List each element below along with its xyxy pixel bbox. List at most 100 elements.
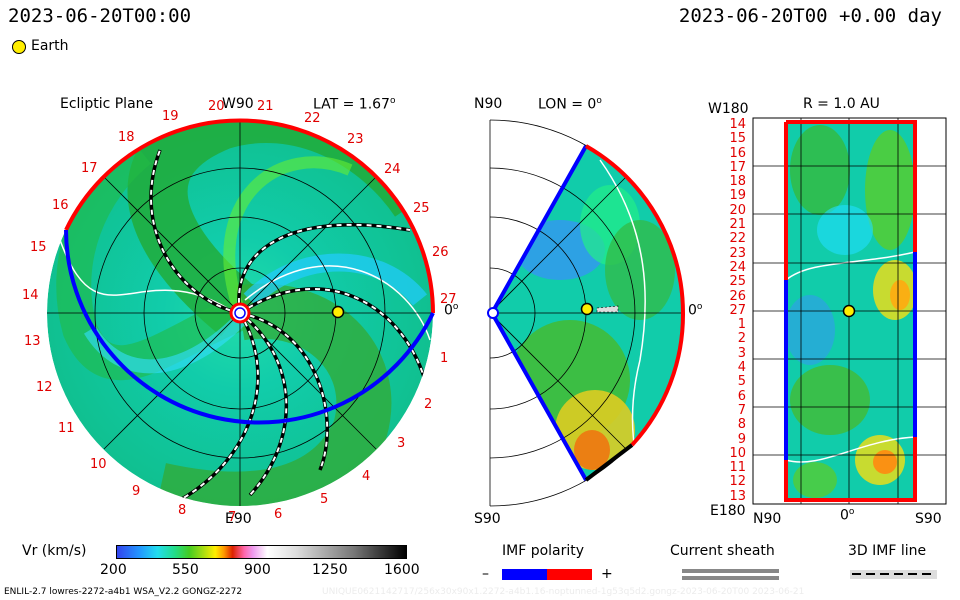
shell-row-label: 26 xyxy=(729,288,746,304)
svg-text:3: 3 xyxy=(397,436,405,451)
svg-text:26: 26 xyxy=(432,245,449,260)
imf-line-swatch xyxy=(850,570,937,579)
shell-row-label: 15 xyxy=(729,131,746,147)
svg-text:16: 16 xyxy=(52,198,69,213)
shell-row-label: 10 xyxy=(729,445,746,461)
shell-e-label: E180 xyxy=(710,503,746,519)
colorbar-tick: 1600 xyxy=(384,562,420,578)
svg-text:27: 27 xyxy=(440,292,457,307)
header-right-timestamp: 2023-06-20T00 +0.00 day xyxy=(678,5,942,27)
shell-x-left-label: N90 xyxy=(753,511,782,527)
svg-text:15: 15 xyxy=(30,240,47,255)
shell-row-label: 11 xyxy=(729,460,746,476)
shell-row-label: 3 xyxy=(737,345,746,361)
ecliptic-top-label: W90 xyxy=(222,96,254,112)
shell-row-label: 1 xyxy=(737,317,746,333)
imf-minus-label: – xyxy=(482,566,489,582)
shell-row-label: 20 xyxy=(729,202,746,218)
ecliptic-right-label: 0o xyxy=(444,302,459,319)
shell-row-label: 13 xyxy=(729,488,746,504)
shell-x-mid-label: 0o xyxy=(840,507,855,524)
ecliptic-lat-label: LAT = 1.67o xyxy=(313,96,396,113)
current-sheath-title: Current sheath xyxy=(670,543,775,559)
svg-text:17: 17 xyxy=(81,161,98,176)
svg-text:11: 11 xyxy=(58,421,75,436)
shell-row-label: 16 xyxy=(729,145,746,161)
imf-polarity-title: IMF polarity xyxy=(502,543,585,559)
svg-text:23: 23 xyxy=(347,132,364,147)
svg-text:10: 10 xyxy=(90,457,107,472)
earth-marker-icon xyxy=(331,305,345,319)
imf-positive-swatch xyxy=(547,569,592,580)
shell-row-labels: 14 15 16 17 18 19 20 21 22 23 24 25 26 2… xyxy=(722,117,746,504)
svg-text:6: 6 xyxy=(274,507,282,522)
shell-row-label: 24 xyxy=(729,259,746,275)
current-sheath-swatch xyxy=(682,569,779,573)
svg-text:22: 22 xyxy=(304,111,321,126)
shell-row-label: 17 xyxy=(729,159,746,175)
shell-velocity-field xyxy=(785,122,917,500)
shell-row-label: 4 xyxy=(737,360,746,376)
svg-text:21: 21 xyxy=(257,99,274,114)
svg-text:2: 2 xyxy=(424,397,432,412)
earth-legend-label: Earth xyxy=(31,38,69,54)
shell-row-label: 25 xyxy=(729,274,746,290)
svg-text:8: 8 xyxy=(178,503,186,518)
ecliptic-title: Ecliptic Plane xyxy=(60,96,154,112)
shell-row-label: 27 xyxy=(729,302,746,318)
colorbar-tick: 1250 xyxy=(312,562,348,578)
shell-row-label: 14 xyxy=(729,117,746,132)
svg-text:5: 5 xyxy=(320,492,328,507)
meridional-lon-label: LON = 0o xyxy=(538,96,602,113)
shell-row-label: 21 xyxy=(729,217,746,233)
svg-text:7: 7 xyxy=(228,510,236,525)
svg-text:4: 4 xyxy=(362,469,370,484)
shell-earth-marker-icon xyxy=(842,304,856,318)
imf-plus-label: + xyxy=(601,566,613,582)
shell-row-label: 6 xyxy=(737,388,746,404)
ecliptic-polarity-positive xyxy=(64,118,435,314)
footer-left: ENLIL-2.7 lowres-2272-a4b1 WSA_V2.2 GONG… xyxy=(4,587,243,597)
footer-right: UNIQUE0621142717/256x30x90x1.2272-a4b1.1… xyxy=(322,587,805,597)
svg-text:1: 1 xyxy=(440,351,448,366)
svg-text:18: 18 xyxy=(118,130,135,145)
svg-text:20: 20 xyxy=(208,99,225,114)
meridional-right-label: 0o xyxy=(688,302,703,319)
velocity-colorbar xyxy=(116,545,407,559)
shell-row-label: 9 xyxy=(737,431,746,447)
svg-text:13: 13 xyxy=(24,334,41,349)
shell-row-label: 2 xyxy=(737,331,746,347)
shell-row-label: 19 xyxy=(729,188,746,204)
carrington-longitude-labels: 1 2 3 4 5 6 7 8 9 10 11 12 13 14 15 16 1… xyxy=(22,99,457,525)
earth-legend-icon xyxy=(12,40,26,54)
imf-negative-swatch xyxy=(502,569,547,580)
colorbar-tick: 900 xyxy=(244,562,271,578)
svg-text:19: 19 xyxy=(162,109,179,124)
svg-text:12: 12 xyxy=(36,380,53,395)
shell-row-label: 12 xyxy=(729,474,746,490)
shell-x-right-label: S90 xyxy=(915,511,942,527)
colorbar-tick: 550 xyxy=(172,562,199,578)
svg-text:9: 9 xyxy=(132,484,140,499)
shell-row-label: 22 xyxy=(729,231,746,247)
header-left-timestamp: 2023-06-20T00:00 xyxy=(8,5,192,27)
shell-row-label: 23 xyxy=(729,245,746,261)
colorbar-tick: 200 xyxy=(100,562,127,578)
shell-row-label: 5 xyxy=(737,374,746,390)
colorbar-title: Vr (km/s) xyxy=(22,543,87,559)
meridional-bottom-left-label: S90 xyxy=(474,511,501,527)
current-sheath-swatch-2 xyxy=(682,576,779,580)
svg-text:14: 14 xyxy=(22,288,39,303)
ecliptic-bottom-label: E90 xyxy=(225,511,252,527)
imf-line-title: 3D IMF line xyxy=(848,543,927,559)
shell-w-label: W180 xyxy=(708,101,749,117)
shell-row-label: 18 xyxy=(729,174,746,190)
svg-text:25: 25 xyxy=(413,201,430,216)
shell-row-label: 8 xyxy=(737,417,746,433)
shell-r-label: R = 1.0 AU xyxy=(803,96,880,112)
meridional-earth-marker-icon xyxy=(580,302,594,316)
svg-text:24: 24 xyxy=(384,162,401,177)
